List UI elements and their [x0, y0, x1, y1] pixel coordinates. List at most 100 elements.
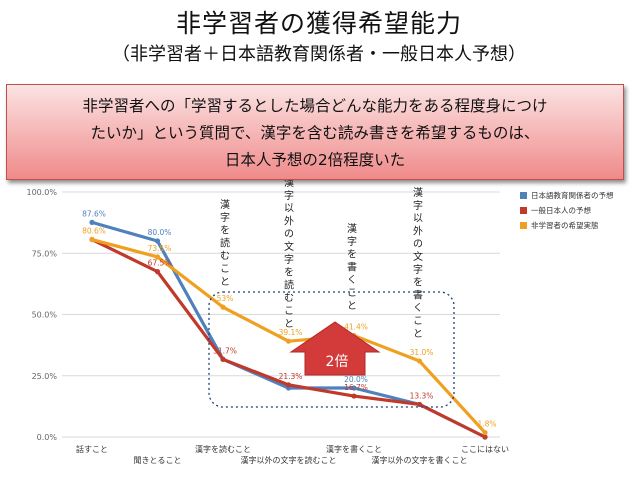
annotation-char: を [284, 267, 294, 279]
callout-line-2: たいか」という質問で、漢字を含む読み書きを希望するものは、 [90, 124, 540, 142]
data-point [482, 429, 488, 436]
x-tick-label: 漢字を書くこと [326, 444, 382, 454]
callout-line-1: 非学習者への「学習するとした場合どんな能力をある程度身につけ [82, 97, 548, 115]
data-label: 20.0% [344, 375, 368, 384]
slide-subtitle: （非学習者＋日本語教育関係者・一般日本人予想） [112, 44, 526, 65]
annotation-char: 字 [284, 189, 294, 202]
annotation-char: く [413, 303, 423, 314]
annotation-char: こ [347, 288, 357, 299]
annotation-char: む [220, 250, 230, 262]
legend-swatch [520, 207, 527, 214]
y-tick-label: 25.0% [32, 372, 58, 381]
legend-swatch [520, 192, 527, 199]
data-label: 67.5% [148, 259, 172, 268]
annotation-char: 文 [413, 250, 423, 263]
annotation-char: を [347, 249, 357, 261]
annotation-char: 読 [284, 278, 294, 291]
annotation-char: 字 [347, 235, 357, 248]
annotation-char: む [284, 292, 294, 304]
chart-grid [62, 191, 500, 438]
data-label: 73.5% [148, 244, 172, 253]
series-lines [89, 219, 488, 440]
annotation-char: と [220, 276, 230, 288]
data-point [220, 356, 226, 362]
y-tick-label: 0.0% [37, 433, 58, 442]
data-label: 41.4% [344, 323, 368, 332]
annotation-char: 字 [413, 263, 423, 276]
data-label: 80.6% [82, 227, 106, 236]
data-label: 13.3% [410, 391, 434, 400]
legend-label: 一般日本人の予想 [531, 205, 591, 215]
legend-label: 非学習者の希望実態 [531, 220, 599, 230]
x-tick-label: 聞きとること [134, 456, 182, 465]
annotation-char: 文 [284, 240, 294, 253]
annotation-char: の [284, 229, 294, 240]
annotation-char: 字 [413, 199, 423, 212]
annotation-char: の [413, 239, 423, 250]
x-tick-label: 漢字以外の文字を書くこと [372, 455, 468, 465]
data-point [482, 434, 488, 440]
data-point [154, 269, 161, 275]
annotation-char: 書 [413, 288, 423, 301]
annotation-char: こ [413, 316, 423, 327]
annotation-char: 外 [413, 225, 423, 237]
data-point [154, 238, 161, 244]
data-labels: 87.6% 80.0% 20.0% 67.5% 31.7% 21.3% 16.7% 13.3%… [82, 209, 496, 428]
y-tick-label: 50.0% [32, 311, 58, 320]
arrow-label: 2倍 [326, 354, 349, 370]
y-tick-label: 75.0% [32, 249, 58, 258]
data-point [351, 385, 357, 391]
annotation-char: 漢 [413, 186, 423, 199]
x-tick-label: 話すこと [76, 444, 108, 454]
annotation-char: こ [284, 306, 294, 317]
annotation-char: 漢 [220, 198, 230, 211]
data-point [89, 219, 95, 225]
data-label: 80.0% [148, 228, 172, 237]
annotation-char: こ [220, 264, 230, 275]
annotation-char: を [413, 277, 423, 289]
callout-line-3: 日本人予想の2倍程度いた [224, 151, 406, 169]
annotation-char: と [347, 300, 357, 312]
annotation-char: を [220, 225, 230, 237]
data-point [220, 304, 226, 310]
annotation-char: 以 [284, 204, 294, 215]
data-label: 21.3% [279, 372, 303, 381]
data-point [154, 254, 161, 260]
data-label: 1.8% [477, 420, 496, 429]
highlight-box [208, 291, 455, 408]
data-label: 87.6% [82, 209, 106, 218]
callout-box: 非学習者への「学習するとした場合どんな能力をある程度身につけ たいか」という質問… [6, 84, 624, 180]
annotation-char: く [347, 275, 357, 286]
data-label: 39.1% [279, 328, 303, 337]
slide-title: 非学習者の獲得希望能力 [175, 9, 462, 38]
data-label: 31.7% [213, 346, 237, 355]
annotation-char: 外 [284, 215, 294, 227]
annotation-char: 漢 [347, 222, 357, 235]
y-tick-label: 100.0% [26, 188, 57, 197]
annotation-char: 読 [220, 236, 230, 249]
data-label: 31.0% [410, 348, 434, 357]
annotation-char: 書 [347, 260, 357, 273]
annotation-char: 漢 [284, 176, 294, 189]
data-point [416, 401, 423, 408]
data-point [285, 338, 292, 344]
y-axis-tick-labels: 100.0% 75.0% 50.0% 25.0% 0.0% [26, 188, 57, 442]
x-tick-label: 漢字を読むこと [195, 444, 251, 454]
annotation-char: と [413, 328, 423, 340]
legend-label: 日本語教育関係者の予想 [531, 190, 614, 200]
data-point [285, 382, 292, 388]
annotation-char: 字 [284, 253, 294, 266]
data-point [416, 358, 423, 364]
x-tick-label: ここにはない [461, 445, 509, 454]
up-arrow-shape [289, 321, 381, 376]
annotation-char: と [284, 318, 294, 330]
x-tick-label: 漢字以外の文字を読むこと [241, 455, 337, 465]
data-point [351, 393, 357, 399]
two-times-arrow: 2倍 [289, 321, 381, 376]
annotation-char: 字 [220, 211, 230, 224]
data-label: 16.7% [344, 383, 368, 392]
